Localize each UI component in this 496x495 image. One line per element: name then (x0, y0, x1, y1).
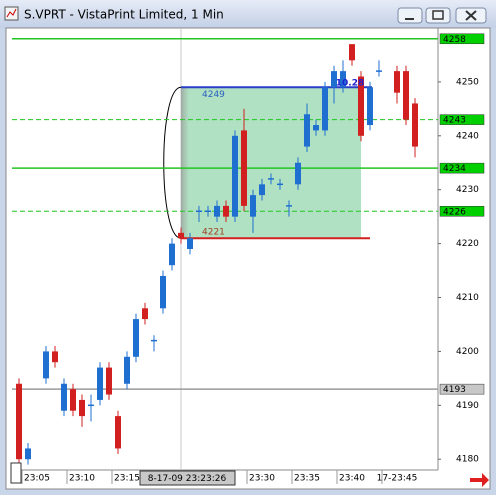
candle-body (124, 356, 130, 384)
minimize-button[interactable] (397, 7, 423, 24)
candle-body (313, 125, 319, 131)
x-tick-label: 23:15 (114, 474, 140, 484)
candle-body (340, 71, 346, 88)
candle-body (133, 319, 139, 357)
candle-body (295, 162, 301, 185)
x-tick-label: 23:05 (24, 474, 50, 484)
candle-body (358, 76, 364, 136)
candle-body (241, 130, 247, 206)
candle-body (232, 135, 238, 217)
level-tag (439, 383, 485, 395)
range-shade (181, 87, 189, 239)
candle-body (160, 275, 166, 309)
range-bottom-label: 4221 (202, 228, 225, 238)
level-label: 4243 (443, 116, 466, 126)
x-tick-label: 23:10 (69, 474, 95, 484)
candle-body (250, 195, 256, 217)
y-tick-label: 4220 (456, 239, 479, 249)
y-tick-label: 4190 (456, 401, 479, 411)
level-label: 4234 (443, 164, 466, 174)
maximize-glyph (432, 10, 444, 20)
candle-body (367, 87, 373, 126)
candle-body (259, 184, 265, 196)
candle-body (214, 205, 220, 217)
candle-body (61, 383, 67, 411)
y-tick-label: 4240 (456, 131, 479, 141)
candle-body (79, 399, 85, 417)
candle-body (223, 205, 229, 217)
range-ratio-label: 10.28 (336, 79, 364, 89)
candle-body (322, 87, 328, 131)
x-tick-label: 23:40 (339, 474, 365, 484)
y-tick-label: 4250 (456, 77, 479, 87)
candle-body (52, 351, 58, 363)
candle-body (394, 71, 400, 93)
icon-glyph (6, 8, 17, 18)
y-tick-label: 4180 (456, 455, 479, 465)
level-label: 4226 (443, 207, 466, 217)
y-tick-label: 4230 (456, 185, 479, 195)
candle-body (331, 71, 337, 88)
candle-body (16, 383, 22, 460)
candle-body (178, 232, 184, 239)
candle-body (25, 448, 31, 460)
scroll-box[interactable] (10, 462, 22, 484)
candle-body (70, 389, 76, 411)
cursor-label: 8-17-09 23:23:26 (148, 474, 227, 484)
candle-body (169, 243, 175, 266)
candle-body (43, 351, 49, 379)
y-tick-label: 4200 (456, 347, 479, 357)
candle-body (97, 367, 103, 400)
cursor-label-box (139, 470, 236, 486)
window-title: S.VPRT - VistaPrint Limited, 1 Min (24, 8, 224, 22)
level-tag (439, 206, 485, 217)
range-top-label: 4249 (202, 90, 225, 100)
y-tick-label: 4210 (456, 293, 479, 303)
x-tick-label: 23:30 (249, 474, 275, 484)
candle-body (106, 367, 112, 395)
level-tag (439, 114, 485, 125)
candle-body (349, 44, 355, 61)
level-label: 4193 (443, 385, 466, 395)
candle-body (403, 71, 409, 120)
candle-body (142, 308, 148, 320)
maximize-button[interactable] (425, 7, 451, 24)
candle-body (412, 103, 418, 147)
level-tag (439, 33, 485, 45)
level-label: 4258 (443, 35, 466, 45)
chart-frame (5, 27, 491, 490)
candle-body (115, 416, 121, 449)
x-tick-label: 23:35 (294, 474, 320, 484)
level-tag (439, 162, 485, 174)
range-box (181, 87, 361, 239)
candle-body (304, 114, 310, 147)
x-tick-label: 17-23:45 (377, 474, 418, 484)
range-arc (163, 86, 182, 239)
scroll-arrow[interactable] (470, 473, 489, 487)
close-glyph (465, 10, 477, 21)
candle-body (187, 238, 193, 249)
